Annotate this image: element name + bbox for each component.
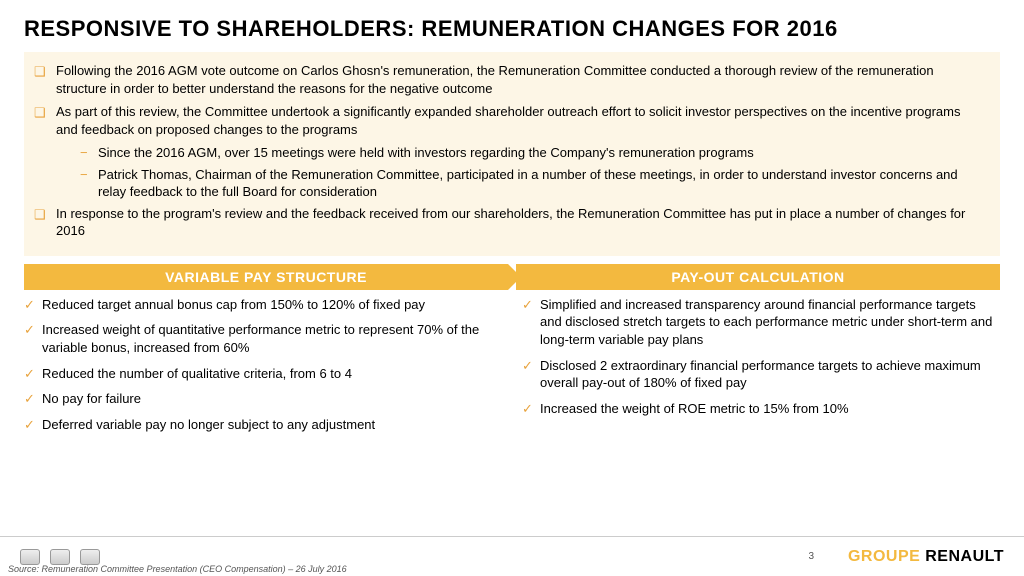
check-item: ✓Increased the weight of ROE metric to 1… (522, 400, 1000, 418)
square-bullet-icon: ❑ (34, 103, 56, 122)
check-icon: ✓ (24, 390, 42, 408)
check-item: ✓Deferred variable pay no longer subject… (24, 416, 502, 434)
slide-title: RESPONSIVE TO SHAREHOLDERS: REMUNERATION… (0, 0, 1024, 52)
check-icon: ✓ (522, 400, 540, 418)
check-icon: ✓ (24, 416, 42, 434)
square-bullet-icon: ❑ (34, 62, 56, 81)
sub-text: Since the 2016 AGM, over 15 meetings wer… (98, 144, 984, 162)
intro-sub-bullet: − Since the 2016 AGM, over 15 meetings w… (80, 144, 984, 162)
intro-bullet: ❑ In response to the program's review an… (34, 205, 984, 240)
page-number: 3 (808, 551, 814, 562)
intro-sub-bullet: − Patrick Thomas, Chairman of the Remune… (80, 166, 984, 201)
check-text: Disclosed 2 extraordinary financial perf… (540, 357, 1000, 392)
dash-icon: − (80, 144, 98, 162)
check-icon: ✓ (522, 357, 540, 375)
left-section-header: VARIABLE PAY STRUCTURE (24, 264, 508, 290)
left-column: ✓Reduced target annual bonus cap from 15… (24, 296, 502, 441)
intro-bullet: ❑ Following the 2016 AGM vote outcome on… (34, 62, 984, 97)
bullet-text: As part of this review, the Committee un… (56, 103, 984, 138)
columns: ✓Reduced target annual bonus cap from 15… (24, 296, 1000, 441)
section-headers: VARIABLE PAY STRUCTURE PAY-OUT CALCULATI… (24, 264, 1000, 290)
source-note: Source: Remuneration Committee Presentat… (8, 564, 347, 574)
check-text: Reduced target annual bonus cap from 150… (42, 296, 502, 314)
check-text: No pay for failure (42, 390, 502, 408)
bullet-text: Following the 2016 AGM vote outcome on C… (56, 62, 984, 97)
logo-icon (80, 549, 100, 565)
check-item: ✓No pay for failure (24, 390, 502, 408)
brand-logos (20, 549, 100, 565)
company-brand: GROUPE RENAULT (848, 548, 1004, 566)
logo-icon (50, 549, 70, 565)
right-column: ✓Simplified and increased transparency a… (522, 296, 1000, 441)
intro-box: ❑ Following the 2016 AGM vote outcome on… (24, 52, 1000, 256)
check-text: Simplified and increased transparency ar… (540, 296, 1000, 349)
right-section-header: PAY-OUT CALCULATION (516, 264, 1000, 290)
check-text: Increased weight of quantitative perform… (42, 321, 502, 356)
dash-icon: − (80, 166, 98, 184)
check-item: ✓Disclosed 2 extraordinary financial per… (522, 357, 1000, 392)
logo-icon (20, 549, 40, 565)
check-icon: ✓ (24, 365, 42, 383)
bullet-text: In response to the program's review and … (56, 205, 984, 240)
sub-text: Patrick Thomas, Chairman of the Remunera… (98, 166, 984, 201)
check-item: ✓Simplified and increased transparency a… (522, 296, 1000, 349)
check-item: ✓Reduced the number of qualitative crite… (24, 365, 502, 383)
check-text: Deferred variable pay no longer subject … (42, 416, 502, 434)
check-icon: ✓ (522, 296, 540, 314)
check-text: Reduced the number of qualitative criter… (42, 365, 502, 383)
check-icon: ✓ (24, 321, 42, 339)
check-text: Increased the weight of ROE metric to 15… (540, 400, 1000, 418)
check-icon: ✓ (24, 296, 42, 314)
brand-renault: RENAULT (920, 548, 1004, 565)
check-item: ✓Reduced target annual bonus cap from 15… (24, 296, 502, 314)
intro-bullet: ❑ As part of this review, the Committee … (34, 103, 984, 138)
square-bullet-icon: ❑ (34, 205, 56, 224)
check-item: ✓Increased weight of quantitative perfor… (24, 321, 502, 356)
brand-groupe: GROUPE (848, 548, 920, 565)
